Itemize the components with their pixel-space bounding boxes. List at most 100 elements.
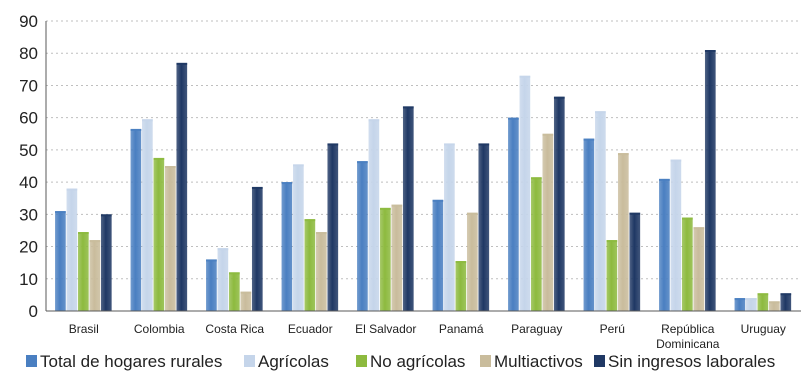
bar-republica-dominicana-no-agricolas — [682, 217, 693, 311]
bar-cap-colombia-multiactivos — [164, 166, 176, 168]
bar-el-salvador-total-de-hogares-rurales — [357, 161, 368, 311]
legend-item-total-de-hogares-rurales: Total de hogares rurales — [26, 352, 222, 371]
bar-cap-ecuador-agricolas — [293, 164, 304, 167]
bar-costa-rica-no-agricolas — [229, 272, 240, 311]
bar-cap-colombia-no-agricolas — [153, 157, 165, 160]
bar-cap-paraguay-total-de-hogares-rurales — [508, 117, 519, 120]
x-tick-label-panama: Panamá — [439, 322, 484, 336]
bar-cap-costa-rica-no-agricolas — [229, 272, 240, 275]
bar-peru-sin-ingresos-laborales — [629, 212, 641, 311]
bar-group-colombia — [130, 62, 188, 312]
y-tick-label-0: 0 — [29, 302, 38, 321]
bars — [55, 50, 792, 312]
bar-cap-el-salvador-total-de-hogares-rurales — [357, 161, 368, 164]
bar-el-salvador-no-agricolas — [380, 207, 391, 311]
bar-cap-colombia-agricolas — [142, 119, 153, 122]
bar-cap-ecuador-multiactivos — [315, 232, 327, 235]
x-tick-label-republica-dominicana: República Dominicana — [656, 322, 720, 351]
bar-cap-republica-dominicana-sin-ingresos-laborales — [704, 50, 716, 52]
y-tick-label-60: 60 — [19, 109, 38, 128]
bar-cap-peru-sin-ingresos-laborales — [629, 212, 641, 215]
bar-cap-peru-no-agricolas — [606, 240, 618, 243]
bar-el-salvador-sin-ingresos-laborales — [402, 106, 414, 311]
bar-cap-uruguay-no-agricolas — [757, 293, 769, 296]
bar-panama-agricolas — [444, 143, 455, 311]
bar-paraguay-sin-ingresos-laborales — [553, 96, 565, 311]
bar-costa-rica-total-de-hogares-rurales — [206, 259, 217, 311]
bar-cap-colombia-sin-ingresos-laborales — [176, 62, 188, 65]
bar-cap-brasil-multiactivos — [89, 240, 101, 243]
bar-ecuador-multiactivos — [315, 232, 327, 311]
bar-group-paraguay — [508, 75, 565, 312]
y-tick-label-10: 10 — [19, 270, 38, 289]
x-tick-label-colombia: Colombia — [134, 322, 185, 336]
bar-cap-panama-sin-ingresos-laborales — [478, 143, 490, 146]
bar-paraguay-total-de-hogares-rurales — [508, 117, 519, 312]
bar-republica-dominicana-total-de-hogares-rurales — [659, 178, 670, 311]
bar-panama-total-de-hogares-rurales — [432, 199, 444, 311]
bar-group-uruguay — [734, 293, 792, 311]
legend-label-total-de-hogares-rurales: Total de hogares rurales — [40, 352, 222, 371]
bar-group-el-salvador — [357, 106, 414, 312]
legend: Total de hogares rurales Agrícolas No agrí… — [26, 352, 775, 371]
bar-republica-dominicana-agricolas — [670, 159, 682, 311]
bar-cap-paraguay-sin-ingresos-laborales — [553, 96, 565, 99]
bar-cap-panama-no-agricolas — [455, 261, 467, 264]
y-tick-label-70: 70 — [19, 76, 38, 95]
legend-item-sin-ingresos-laborales: Sin ingresos laborales — [594, 352, 775, 371]
bar-cap-panama-agricolas — [444, 143, 455, 146]
bar-brasil-sin-ingresos-laborales — [100, 214, 112, 311]
bar-el-salvador-multiactivos — [391, 204, 403, 311]
bar-cap-brasil-total-de-hogares-rurales — [55, 211, 66, 214]
bar-el-salvador-agricolas — [368, 119, 380, 312]
legend-item-multiactivos: Multiactivos — [480, 352, 583, 371]
y-tick-label-30: 30 — [19, 205, 38, 224]
bar-costa-rica-sin-ingresos-laborales — [251, 186, 263, 311]
bar-cap-el-salvador-sin-ingresos-laborales — [402, 106, 414, 109]
bar-brasil-agricolas — [66, 188, 78, 311]
x-tick-label-paraguay: Paraguay — [511, 322, 562, 336]
bar-cap-uruguay-multiactivos — [768, 301, 780, 304]
bar-cap-ecuador-total-de-hogares-rurales — [281, 182, 293, 185]
legend-label-sin-ingresos-laborales: Sin ingresos laborales — [608, 352, 775, 371]
bar-cap-brasil-sin-ingresos-laborales — [100, 214, 112, 217]
bar-cap-peru-agricolas — [595, 111, 606, 114]
bar-uruguay-no-agricolas — [757, 293, 769, 311]
bar-group-brasil — [55, 188, 112, 311]
x-tick-label-uruguay: Uruguay — [741, 322, 786, 336]
x-category-labels: Brasil Colombia Costa Rica Ecuador El Salvad… — [69, 322, 786, 351]
bar-cap-peru-multiactivos — [617, 153, 629, 156]
y-tick-label-90: 90 — [19, 12, 38, 31]
legend-item-no-agricolas: No agrícolas — [356, 352, 465, 371]
x-tick-label-el-salvador: El Salvador — [355, 322, 416, 336]
bar-brasil-total-de-hogares-rurales — [55, 211, 66, 311]
bar-cap-brasil-agricolas — [66, 188, 78, 191]
y-tick-label-20: 20 — [19, 238, 38, 257]
bar-cap-uruguay-total-de-hogares-rurales — [734, 298, 746, 301]
bar-uruguay-sin-ingresos-laborales — [780, 293, 792, 311]
bar-uruguay-multiactivos — [768, 301, 780, 311]
y-tick-labels: 0 10 20 30 40 50 60 70 80 90 — [19, 12, 38, 321]
bar-costa-rica-agricolas — [217, 248, 229, 311]
bar-peru-agricolas — [595, 111, 606, 311]
bar-panama-no-agricolas — [455, 261, 467, 311]
bar-cap-colombia-total-de-hogares-rurales — [130, 128, 142, 131]
bar-panama-sin-ingresos-laborales — [478, 143, 490, 311]
legend-label-no-agricolas: No agrícolas — [370, 352, 465, 371]
bar-ecuador-total-de-hogares-rurales — [281, 182, 293, 311]
x-tick-label-ecuador: Ecuador — [288, 322, 333, 336]
bar-cap-republica-dominicana-no-agricolas — [682, 217, 693, 220]
bar-group-costa-rica — [206, 186, 263, 311]
bar-cap-paraguay-multiactivos — [542, 133, 554, 136]
bar-cap-el-salvador-agricolas — [368, 119, 380, 122]
legend-swatch-sin-ingresos-laborales — [594, 355, 605, 367]
bar-cap-peru-total-de-hogares-rurales — [583, 138, 595, 141]
bar-cap-costa-rica-agricolas — [217, 248, 229, 251]
bar-cap-costa-rica-total-de-hogares-rurales — [206, 259, 217, 262]
bar-cap-republica-dominicana-agricolas — [670, 159, 682, 162]
bar-cap-uruguay-agricolas — [746, 298, 757, 301]
legend-swatch-total-de-hogares-rurales — [26, 355, 37, 367]
bar-peru-no-agricolas — [606, 240, 618, 311]
bar-uruguay-total-de-hogares-rurales — [734, 298, 746, 311]
